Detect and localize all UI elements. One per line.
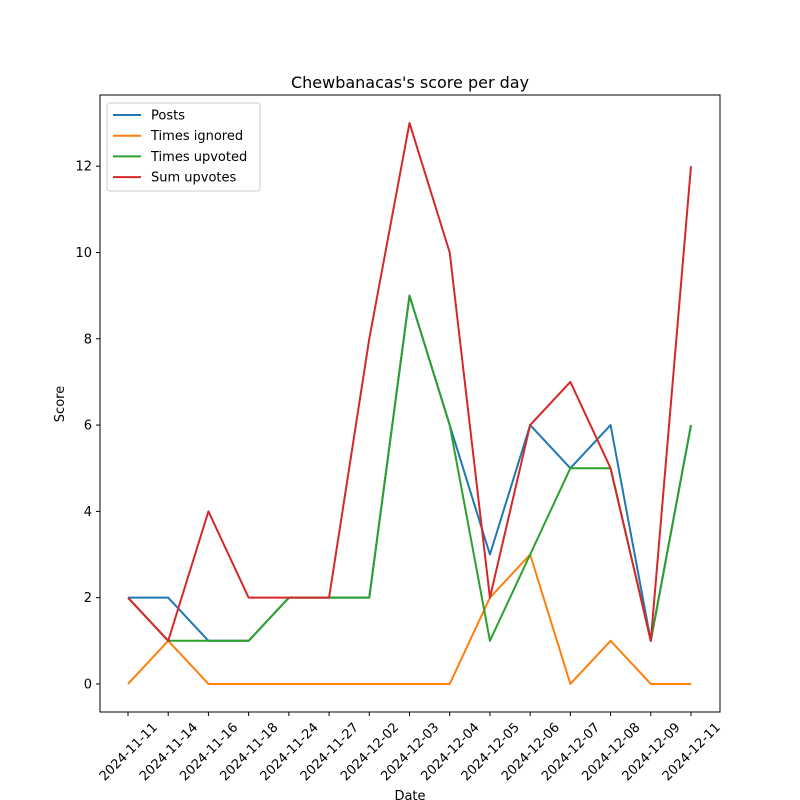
x-axis-label: Date [394, 789, 425, 800]
y-tick-label: 12 [75, 160, 92, 175]
series-line [127, 553, 691, 685]
y-tick-label: 10 [75, 246, 92, 261]
series-line [127, 294, 692, 642]
y-tick-label: 4 [84, 505, 92, 520]
legend-label: Sum upvotes [151, 171, 237, 186]
y-tick-label: 8 [84, 332, 92, 347]
plot-frame [99, 94, 721, 713]
y-tick-label: 6 [84, 419, 92, 434]
series-line [127, 122, 692, 642]
y-axis-label: Score [53, 386, 68, 422]
y-tick-label: 2 [84, 591, 92, 606]
legend-label: Times ignored [150, 129, 243, 144]
legend-label: Times upvoted [150, 150, 247, 165]
chart-title: Chewbanacas's score per day [291, 73, 529, 92]
legend-box [106, 102, 261, 192]
y-tick-label: 0 [84, 677, 92, 692]
legend-label: Posts [151, 109, 185, 124]
